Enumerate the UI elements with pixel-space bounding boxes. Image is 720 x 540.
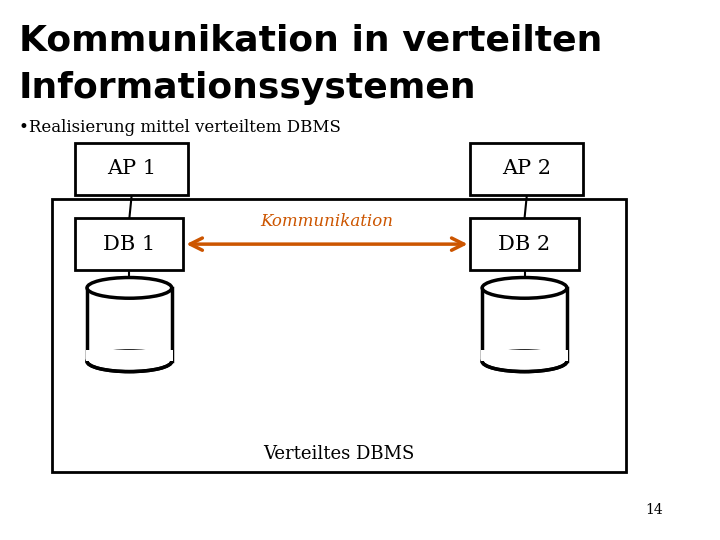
Bar [87,278,171,372]
Bar [52,199,626,472]
Text: DB 1: DB 1 [103,234,156,254]
Bar [76,143,188,195]
Text: 14: 14 [646,503,663,516]
Bar [470,218,579,270]
Text: AP 1: AP 1 [107,159,156,178]
Text: •Realisierung mittel verteiltem DBMS: •Realisierung mittel verteiltem DBMS [19,119,341,137]
Text: AP 2: AP 2 [503,159,552,178]
Ellipse shape [87,351,171,372]
Text: Verteiltes DBMS: Verteiltes DBMS [263,445,415,463]
Ellipse shape [87,278,171,298]
Bar [482,278,567,372]
Bar [76,218,184,270]
Text: DB 2: DB 2 [498,234,551,254]
Text: Informationssystemen: Informationssystemen [19,71,477,105]
Bar [470,143,583,195]
Ellipse shape [482,278,567,298]
Text: Kommunikation: Kommunikation [261,213,393,230]
Bar [86,350,173,361]
Ellipse shape [482,351,567,372]
Text: Kommunikation in verteilten: Kommunikation in verteilten [19,24,602,57]
Bar [481,350,568,361]
